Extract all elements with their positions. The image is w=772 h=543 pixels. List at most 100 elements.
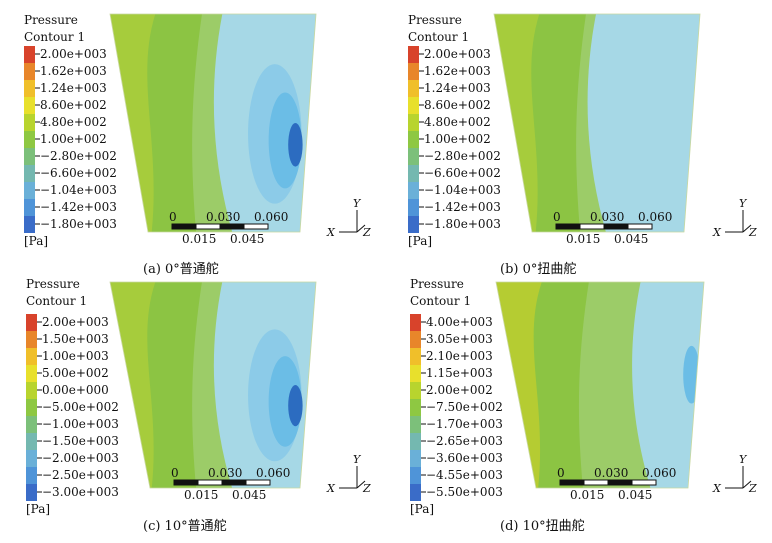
colorbar-label: 1.24e+003 (424, 81, 491, 95)
scale-label: 0.045 (232, 488, 266, 502)
contour-low-pressure (632, 282, 704, 488)
colorbar-label: 1.62e+003 (424, 64, 491, 78)
colorbar-segment (24, 148, 35, 165)
scale-label: 0.015 (182, 232, 216, 246)
scale-label: 0.030 (590, 210, 624, 224)
colorbar-label: −1.04e+003 (40, 183, 117, 197)
colorbar-segment (410, 365, 421, 382)
legend-title: Pressure Contour 1 (408, 12, 518, 46)
colorbar-label: 2.10e+003 (426, 349, 493, 363)
colorbar-segment (24, 80, 35, 97)
colorbar-label: −1.70e+003 (426, 417, 503, 431)
colorbar-segment (410, 433, 421, 450)
scale-label: 0.045 (230, 232, 264, 246)
caption-c: (c) 10°普通舵 (143, 519, 227, 534)
colorbar-segment (408, 80, 419, 97)
colorbar-label: 4.80e+002 (424, 115, 491, 129)
legend-title-line2: Contour 1 (26, 294, 88, 308)
colorbar-label: −2.80e+002 (40, 149, 117, 163)
colorbar-label: −7.50e+002 (426, 400, 503, 414)
legend-title-line1: Pressure (26, 277, 80, 291)
colorbar-segment (408, 63, 419, 80)
legend-title-line1: Pressure (410, 277, 464, 291)
colorbar-label: 8.60e+002 (40, 98, 107, 112)
scale-bar-segment (171, 223, 197, 230)
colorbar-label: −1.80e+003 (40, 217, 117, 231)
legend-d: Pressure Contour 1 (410, 276, 520, 516)
caption-a: (a) 0°普通舵 (143, 262, 219, 277)
colorbar-segment (408, 199, 419, 216)
colorbar-segment (408, 131, 419, 148)
colorbar-label: 1.24e+003 (40, 81, 107, 95)
colorbar-label: 8.60e+002 (424, 98, 491, 112)
legend-b: Pressure Contour 1 (408, 12, 518, 252)
colorbar-label: −2.00e+003 (42, 451, 119, 465)
colorbar-segment (410, 382, 421, 399)
legend-title: Pressure Contour 1 (24, 12, 134, 46)
scale-bar-segment (627, 223, 653, 230)
colorbar-label: 2.00e+003 (42, 315, 109, 329)
colorbar-segment (410, 467, 421, 484)
colorbar-segment (26, 331, 37, 348)
colorbar-segment (24, 165, 35, 182)
x-axis-label: X (326, 226, 336, 239)
scale-label: 0.045 (614, 232, 648, 246)
colorbar-segment (24, 131, 35, 148)
colorbar-segment (26, 450, 37, 467)
colorbar-segment (26, 484, 37, 501)
scale-bar-segment (219, 223, 245, 230)
scale-bar-segment (195, 223, 221, 230)
colorbar-segment (408, 46, 419, 63)
colorbar-label: 4.00e+003 (426, 315, 493, 329)
y-axis-label: Y (739, 197, 748, 210)
z-axis-arrow (356, 480, 366, 489)
colorbar-segment (26, 467, 37, 484)
x-axis-label: X (712, 482, 722, 495)
x-axis-label: X (712, 226, 722, 239)
y-axis-label: Y (739, 453, 748, 466)
z-axis-arrow (356, 224, 366, 233)
panel-d: Pressure Contour 1 (d) 10°扭曲舵 (386, 272, 772, 543)
scale-label: 0.045 (618, 488, 652, 502)
contour-min-pressure (288, 385, 303, 427)
colorbar-segment (24, 97, 35, 114)
legend-title-line2: Contour 1 (408, 30, 470, 44)
scale-bar-segment (173, 479, 199, 486)
legend-a: Pressure Contour 1 (24, 12, 134, 252)
colorbar-label: −5.00e+002 (42, 400, 119, 414)
colorbar-segment (24, 216, 35, 233)
y-axis-label: Y (353, 197, 362, 210)
rudder-outline (495, 281, 705, 489)
colorbar-segment (26, 399, 37, 416)
unit-label: [Pa] (26, 502, 50, 516)
caption-b: (b) 0°扭曲舵 (500, 262, 577, 277)
colorbar-segment (408, 182, 419, 199)
colorbar-label: −2.65e+003 (426, 434, 503, 448)
colorbar-segment (26, 314, 37, 331)
colorbar-label: −6.60e+002 (424, 166, 501, 180)
scale-bar-segment (197, 479, 223, 486)
scale-label: 0.030 (208, 466, 242, 480)
colorbar-label: 0.00e+000 (42, 383, 109, 397)
scale-label: 0.030 (594, 466, 628, 480)
colorbar-label: 2.00e+003 (40, 47, 107, 61)
colorbar-segment (26, 416, 37, 433)
unit-label: [Pa] (410, 502, 434, 516)
rudder-surface (496, 282, 704, 488)
unit-label: [Pa] (408, 234, 432, 248)
colorbar-label: 5.00e+002 (42, 366, 109, 380)
scale-label: 0.015 (184, 488, 218, 502)
colorbar-label: −4.55e+003 (426, 468, 503, 482)
scale-label: 0 (557, 466, 565, 480)
colorbar-label: −3.00e+003 (42, 485, 119, 499)
colorbar-segment (26, 382, 37, 399)
colorbar-label: −1.04e+003 (424, 183, 501, 197)
colorbar-segment (26, 348, 37, 365)
colorbar-segment (408, 97, 419, 114)
scale-bar-segment (559, 479, 585, 486)
colorbar-segment (410, 348, 421, 365)
colorbar-label: 1.00e+003 (42, 349, 109, 363)
colorbar-segment (24, 114, 35, 131)
colorbar-label: −1.80e+003 (424, 217, 501, 231)
